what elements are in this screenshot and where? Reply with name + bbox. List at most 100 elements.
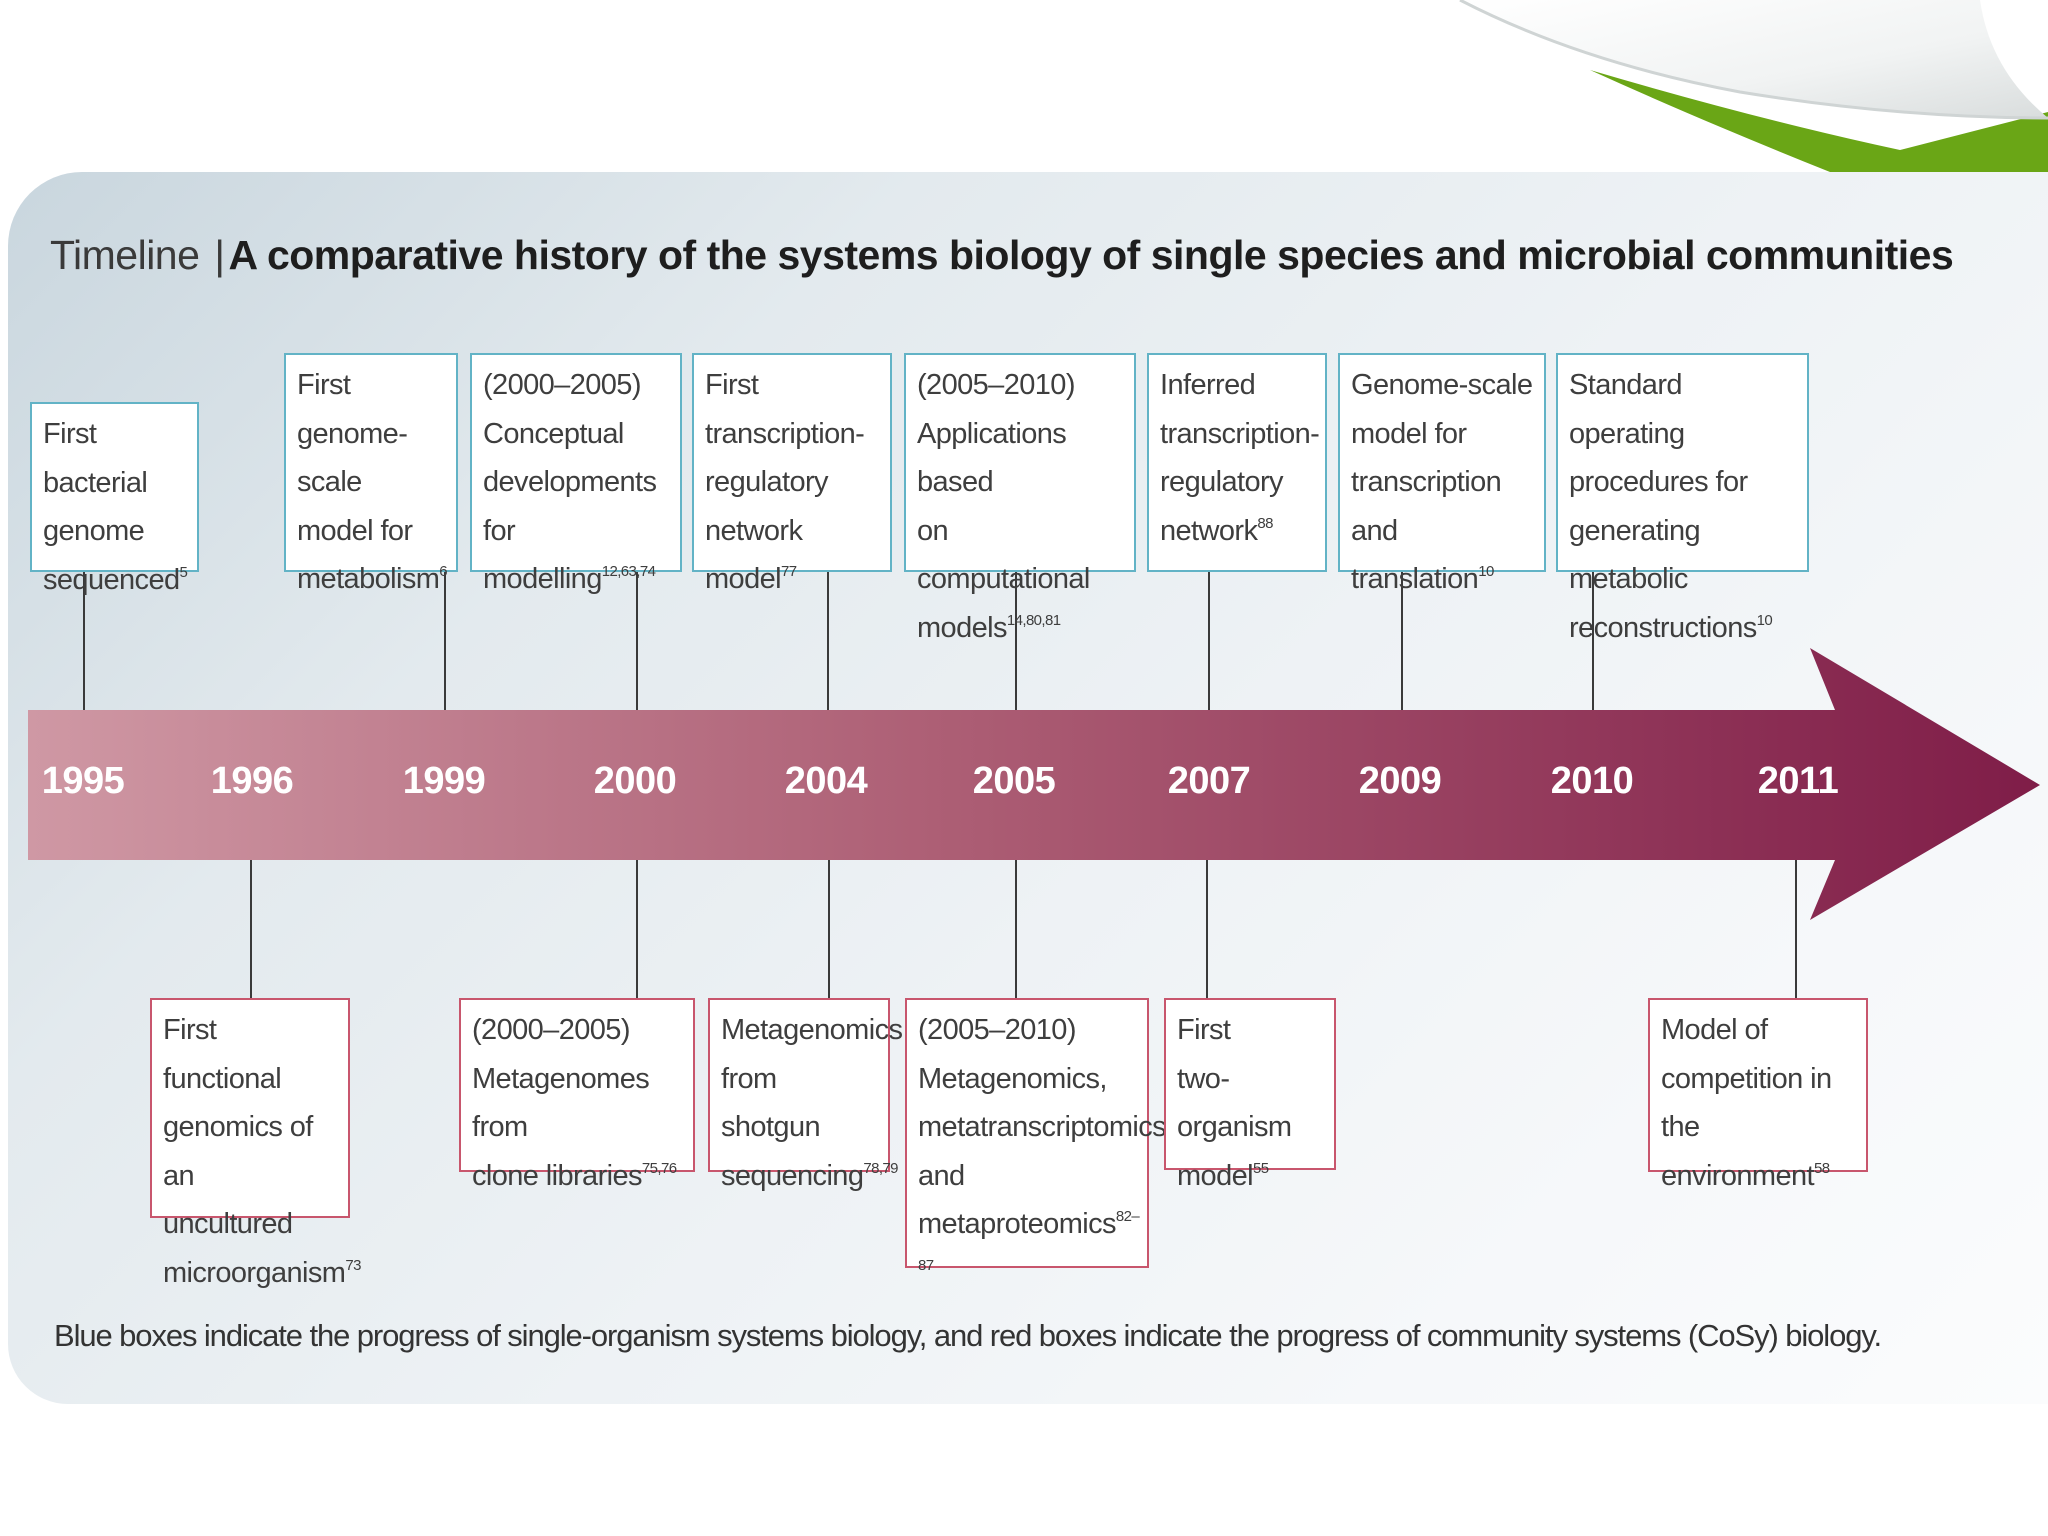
box-line: metaproteomics82–87 (918, 1208, 1140, 1274)
box-line: First bacterial (43, 418, 148, 499)
connector-line (1592, 572, 1594, 710)
red-box-2004: Metagenomics from shotgun sequencing78,7… (708, 998, 903, 1192)
reference-superscript: 14,80,81 (1006, 611, 1061, 629)
title-main: A comparative history of the systems bio… (228, 232, 1954, 278)
blue-box-2005: (2005–2010) Applications based on comput… (904, 353, 1136, 644)
connector-line (83, 572, 85, 710)
year-label-1996: 1996 (210, 760, 294, 802)
red-box-2011: Model of competition in the environment5… (1648, 998, 1868, 1192)
figure-title: Timeline |A comparative history of the s… (50, 232, 1954, 279)
box-line: Genome-scale (1351, 369, 1533, 401)
box-line: genome (43, 515, 145, 547)
box-line: clone libraries75,76 (472, 1159, 677, 1192)
box-line: procedures for (1569, 466, 1748, 498)
box-line: First (705, 369, 759, 401)
year-label-1999: 1999 (402, 760, 486, 802)
red-box-2007: First two-organism model55 (1164, 998, 1336, 1192)
red-box-2005: (2005–2010) Metagenomics, metatranscript… (905, 998, 1167, 1272)
blue-box-2004: First transcription- regulatory network … (692, 353, 892, 595)
box-line: (2000–2005) (472, 1014, 630, 1046)
title-label: Timeline (50, 232, 200, 278)
box-line: and (918, 1159, 965, 1192)
box-line: transcription- (705, 417, 865, 450)
box-line: First (1177, 1014, 1231, 1046)
box-line: model for (297, 514, 413, 547)
red-box-2000: (2000–2005) Metagenomes from clone libra… (459, 998, 695, 1192)
reference-superscript: 58 (1814, 1159, 1830, 1177)
reference-superscript: 78,79 (863, 1159, 898, 1177)
box-line: Inferred (1160, 369, 1256, 401)
box-line: First functional (163, 1014, 282, 1095)
year-label-2005: 2005 (972, 760, 1056, 802)
reference-superscript: 75,76 (641, 1159, 677, 1177)
reference-superscript: 55 (1253, 1159, 1269, 1177)
year-label-2000: 2000 (593, 760, 677, 802)
reference-superscript: 82–87 (918, 1208, 1140, 1274)
figure-caption: Blue boxes indicate the progress of sing… (54, 1318, 1882, 1353)
box-line: from shotgun (721, 1062, 821, 1144)
box-line: sequencing78,79 (721, 1159, 898, 1192)
reference-superscript: 10 (1478, 563, 1494, 580)
connector-line (1015, 860, 1017, 998)
year-label-2007: 2007 (1167, 760, 1251, 802)
box-line: transcription- (1160, 417, 1320, 450)
box-line: generating metabolic (1569, 514, 1701, 596)
box-line: First (297, 369, 351, 401)
box-line: metatranscriptomics (918, 1111, 1167, 1143)
box-line: developments for (483, 466, 657, 547)
blue-box-2000: (2000–2005) Conceptual developments for … (470, 353, 682, 595)
box-line: environment58 (1661, 1159, 1830, 1192)
box-line: regulatory (1160, 466, 1284, 498)
box-line: Metagenomics, (918, 1062, 1107, 1095)
box-line: (2005–2010) (918, 1014, 1076, 1046)
box-line: models14,80,81 (917, 611, 1061, 644)
box-line: modelling12,63,74 (483, 563, 656, 595)
box-line: transcription and (1351, 466, 1502, 547)
blue-box-2010: Standard operating procedures for genera… (1556, 353, 1809, 644)
box-line: two-organism (1177, 1062, 1292, 1144)
box-line: uncultured (163, 1208, 293, 1240)
connector-line (250, 860, 252, 998)
box-line: Model of (1661, 1014, 1768, 1046)
year-label-2010: 2010 (1550, 760, 1634, 802)
connector-line (827, 572, 829, 710)
box-line: network88 (1160, 514, 1273, 547)
box-line: model for (1351, 417, 1467, 450)
box-line: network model77 (705, 514, 803, 596)
connector-line (1206, 860, 1208, 998)
blue-box-2009: Genome-scale model for transcription and… (1338, 353, 1546, 595)
red-box-1996: First functional genomics of an uncultur… (150, 998, 361, 1289)
blue-box-2007: Inferred transcription- regulatory netwo… (1147, 353, 1327, 572)
box-line: metabolism6 (297, 563, 448, 595)
reference-superscript: 5 (179, 563, 188, 581)
box-line: Metagenomics (721, 1014, 903, 1046)
box-line: regulatory (705, 466, 829, 498)
box-line: Applications based (917, 417, 1067, 499)
box-line: Metagenomes from (472, 1062, 650, 1144)
year-label-2004: 2004 (784, 760, 868, 802)
connector-line (1401, 572, 1403, 710)
box-line: Standard operating (1569, 369, 1685, 450)
connector-line (1015, 572, 1017, 710)
reference-superscript: 77 (781, 563, 797, 580)
year-label-1995: 1995 (41, 760, 125, 802)
reference-superscript: 6 (439, 563, 448, 580)
box-line: genomics of an (163, 1111, 313, 1192)
connector-line (444, 572, 446, 710)
box-line: reconstructions10 (1569, 611, 1773, 644)
box-line: (2000–2005) (483, 369, 641, 401)
blue-box-1999: First genome-scale model for metabolism6 (284, 353, 458, 595)
box-line: Conceptual (483, 417, 624, 450)
title-separator: | (214, 232, 225, 278)
box-line: translation10 (1351, 563, 1494, 595)
reference-superscript: 12,63,74 (601, 563, 656, 580)
reference-superscript: 73 (345, 1256, 361, 1274)
connector-line (1795, 860, 1797, 998)
box-line: competition in the (1661, 1062, 1832, 1144)
blue-box-1995: First bacterial genome sequenced5 (30, 402, 199, 596)
box-line: on computational (917, 514, 1090, 596)
box-line: model55 (1177, 1159, 1269, 1192)
connector-line (1208, 572, 1210, 710)
connector-line (828, 860, 830, 998)
corner-page-curl-decoration (1459, 0, 2048, 172)
